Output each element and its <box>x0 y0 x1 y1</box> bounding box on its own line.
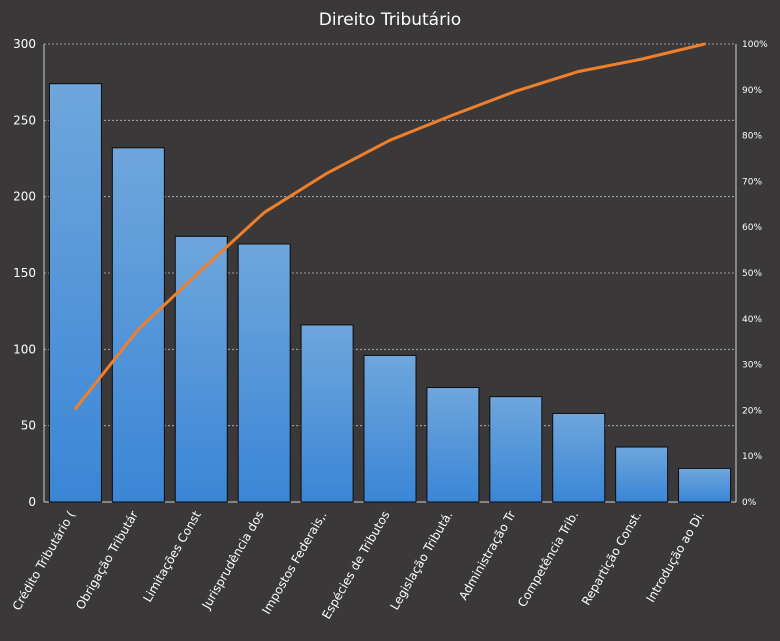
bars <box>48 83 732 503</box>
y-right-tick-label: 30% <box>742 361 762 371</box>
x-category-label: Legislação Tributá. <box>387 508 455 612</box>
y-right-tick-label: 80% <box>742 132 762 142</box>
bar <box>552 412 606 503</box>
y-axis-right: 0% 10% 20% 30% 40% 50% 60% 70% 80% 90% 100% <box>742 40 768 508</box>
y-left-tick-label: 100 <box>13 342 36 356</box>
bar <box>615 446 669 503</box>
x-category-label: Obrigação Tributár <box>73 508 141 612</box>
bar <box>426 387 480 503</box>
bar <box>363 354 417 503</box>
bar <box>237 243 291 503</box>
bar <box>48 83 102 503</box>
y-right-tick-label: 60% <box>742 223 762 233</box>
x-category-label: Introdução ao Di. <box>643 509 707 605</box>
bar <box>174 235 228 503</box>
y-left-tick-label: 300 <box>13 37 36 51</box>
x-axis-categories: Crédito Tributário (Obrigação Tributár Li… <box>10 508 707 621</box>
bar <box>678 467 732 503</box>
bar <box>489 396 543 503</box>
x-category-label: Impostos Federais,. <box>259 509 329 617</box>
bar <box>300 324 354 503</box>
x-category-label: Jurisprudência dos <box>199 509 267 613</box>
chart-title: Direito Tributário <box>319 10 461 30</box>
y-left-tick-label: 50 <box>21 419 36 433</box>
y-left-tick-label: 0 <box>28 495 36 509</box>
y-right-tick-label: 10% <box>742 452 762 462</box>
x-category-label: Administração Tr <box>456 508 518 602</box>
y-right-tick-label: 20% <box>742 406 762 416</box>
y-left-tick-label: 150 <box>13 266 36 280</box>
x-category-label: Crédito Tributário ( <box>10 509 78 613</box>
y-left-tick-label: 200 <box>13 190 36 204</box>
x-category-label: Repartição Const. <box>579 509 644 608</box>
y-right-tick-label: 70% <box>742 177 762 187</box>
cumulative-line <box>73 42 707 411</box>
y-right-tick-label: 40% <box>742 315 762 325</box>
y-left-tick-label: 250 <box>13 113 36 127</box>
x-category-label: Limitações Const <box>140 508 204 604</box>
x-category-label: Competência Trib. <box>515 509 581 610</box>
y-right-tick-label: 100% <box>742 40 768 50</box>
y-axis-left: 0 50 100 150 200 250 300 <box>13 37 36 509</box>
y-right-tick-label: 50% <box>742 269 762 279</box>
bar <box>111 147 165 503</box>
x-category-label: Espécies de Tributos <box>319 509 392 622</box>
y-right-tick-label: 90% <box>742 86 762 96</box>
y-right-tick-label: 0% <box>742 498 757 508</box>
